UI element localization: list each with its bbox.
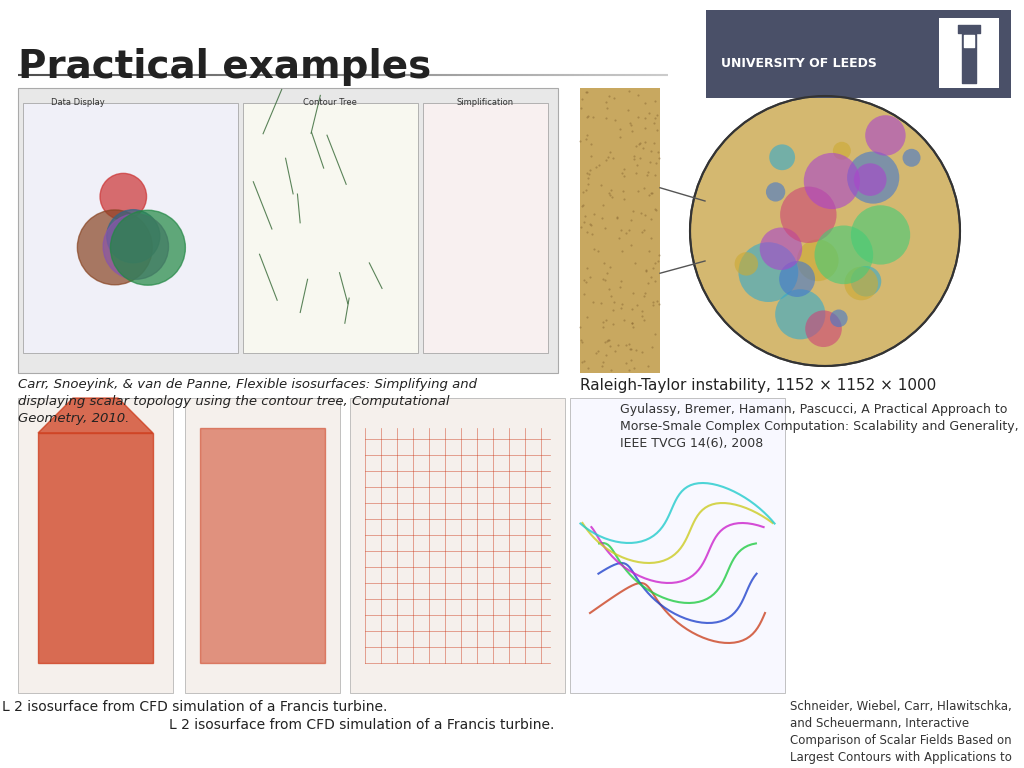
Circle shape (804, 153, 860, 209)
Circle shape (830, 310, 848, 327)
Circle shape (854, 164, 887, 196)
Circle shape (769, 144, 795, 170)
Bar (580, 88, 660, 373)
Text: Simplification: Simplification (457, 98, 514, 107)
Circle shape (851, 266, 882, 296)
Circle shape (779, 261, 815, 297)
Polygon shape (38, 433, 153, 663)
Bar (939, 18, 999, 88)
Bar (23, 103, 238, 353)
Circle shape (847, 151, 899, 204)
Text: Gyulassy, Bremer, Hamann, Pascucci, A Practical Approach to
Morse-Smale Complex : Gyulassy, Bremer, Hamann, Pascucci, A Pr… (620, 403, 1019, 450)
Text: Raleigh-Taylor instability, 1152 × 1152 × 1000: Raleigh-Taylor instability, 1152 × 1152 … (580, 378, 936, 393)
Bar (185, 398, 340, 693)
Bar (18, 88, 558, 373)
Circle shape (814, 226, 873, 284)
Bar (18, 398, 173, 693)
Text: L 2 isosurface from CFD simulation of a Francis turbine.: L 2 isosurface from CFD simulation of a … (169, 718, 555, 732)
Circle shape (865, 115, 905, 156)
Circle shape (780, 187, 837, 243)
Bar (570, 398, 785, 693)
Circle shape (115, 190, 157, 233)
Circle shape (125, 216, 166, 257)
Circle shape (734, 252, 758, 276)
Polygon shape (38, 398, 153, 433)
Circle shape (110, 174, 169, 233)
Bar (423, 103, 548, 353)
Polygon shape (200, 428, 325, 663)
Circle shape (766, 182, 785, 201)
Circle shape (738, 242, 799, 302)
Circle shape (91, 180, 162, 251)
Text: Carr, Snoeyink, & van de Panne, Flexible isosurfaces: Simplifying and
displaying: Carr, Snoeyink, & van de Panne, Flexible… (18, 378, 477, 425)
Circle shape (851, 205, 910, 265)
Text: Contour Tree: Contour Tree (303, 98, 357, 107)
Circle shape (902, 149, 921, 167)
Circle shape (805, 310, 842, 347)
Circle shape (845, 266, 878, 300)
Text: Practical examples: Practical examples (18, 48, 431, 86)
Circle shape (797, 240, 839, 281)
Circle shape (775, 290, 825, 339)
Text: Schneider, Wiebel, Carr, Hlawitschka,
and Scheuermann, Interactive
Comparison of: Schneider, Wiebel, Carr, Hlawitschka, an… (790, 700, 1012, 768)
Text: UNIVERSITY OF LEEDS: UNIVERSITY OF LEEDS (721, 57, 877, 70)
Bar (706, 10, 1011, 98)
Text: L 2 isosurface from CFD simulation of a Francis turbine.: L 2 isosurface from CFD simulation of a … (2, 700, 388, 714)
Bar (350, 398, 565, 693)
Circle shape (760, 227, 802, 270)
Circle shape (94, 175, 173, 254)
Bar (243, 103, 418, 353)
Circle shape (833, 142, 851, 160)
Circle shape (690, 96, 961, 366)
Text: Data Display: Data Display (51, 98, 104, 107)
